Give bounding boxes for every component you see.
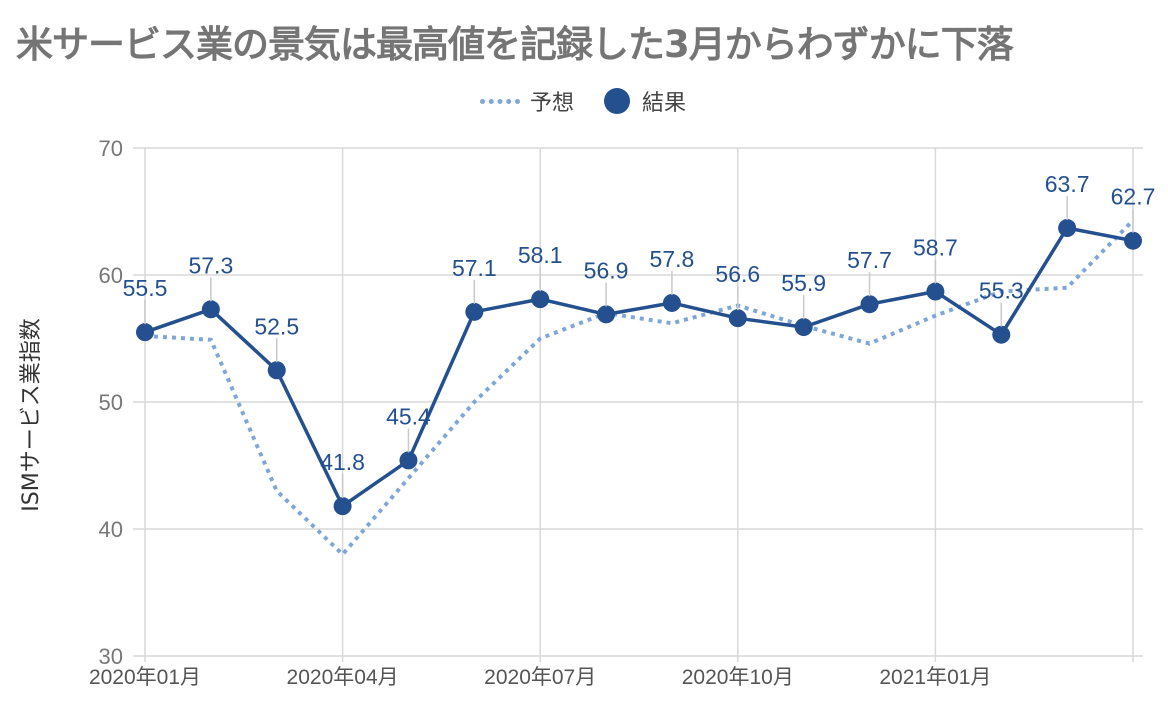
data-label: 56.6: [715, 261, 760, 287]
actual-point: [1058, 219, 1077, 238]
actual-point: [465, 302, 484, 321]
actual-point: [662, 293, 681, 312]
data-label: 55.9: [781, 270, 826, 296]
data-label: 63.7: [1045, 171, 1090, 197]
data-label: 57.1: [452, 255, 497, 281]
forecast-line: [144, 219, 1135, 558]
legend: 予想 結果: [0, 86, 1168, 116]
actual-point: [333, 497, 352, 516]
forecast-swatch: [480, 98, 520, 104]
forecast-layer: [144, 219, 1135, 558]
axis-layer: 30 40 50 60 70 2020年01月 2020年04月 2020年07月 2020年1…: [89, 136, 991, 689]
legend-label-actual: 結果: [642, 91, 687, 116]
actual-point: [860, 295, 879, 314]
x-tick-label: 2021年01月: [879, 666, 991, 689]
data-label: 58.1: [518, 242, 563, 268]
label-layer: 55.5 57.3 52.5 41.8 45.4 57.1 58.1 56.9 57.8 56.6…: [123, 171, 1156, 499]
data-label: 45.4: [386, 403, 431, 429]
actual-point: [201, 300, 220, 319]
actual-point: [531, 290, 550, 309]
legend-item-forecast[interactable]: 予想: [480, 86, 574, 116]
data-label: 57.8: [650, 246, 695, 272]
grid-layer: [133, 147, 1143, 662]
actual-point: [1124, 231, 1142, 250]
x-tick-label: 2020年07月: [484, 666, 596, 689]
data-label: 56.9: [584, 257, 629, 283]
x-tick-label: 2020年01月: [89, 666, 201, 689]
y-tick-label: 30: [99, 644, 123, 669]
chart-title: 米サービス業の景気は最高値を記録した3月からわずかに下落: [16, 23, 1014, 66]
actual-layer: [136, 219, 1142, 516]
actual-swatch: [604, 88, 630, 114]
y-tick-label: 50: [99, 390, 123, 415]
data-label: 52.5: [254, 313, 299, 339]
data-label: 55.5: [123, 275, 168, 301]
actual-point: [136, 323, 154, 342]
data-label: 55.3: [979, 278, 1024, 304]
data-label: 57.3: [188, 252, 233, 278]
actual-point: [597, 305, 616, 324]
data-label: 41.8: [320, 449, 365, 475]
actual-point: [794, 318, 813, 337]
y-tick-label: 70: [99, 136, 123, 161]
y-tick-label: 60: [99, 263, 123, 288]
actual-point: [926, 282, 945, 301]
data-label: 58.7: [913, 235, 958, 261]
actual-point: [728, 309, 747, 328]
actual-point: [399, 451, 418, 470]
data-label: 57.7: [847, 247, 892, 273]
legend-item-actual[interactable]: 結果: [604, 86, 686, 116]
x-tick-label: 2020年10月: [682, 666, 794, 689]
actual-line: [144, 226, 1134, 508]
x-tick-label: 2020年04月: [287, 666, 399, 689]
y-tick-label: 40: [99, 517, 123, 542]
legend-label-forecast: 予想: [530, 91, 575, 116]
data-label: 62.7: [1111, 184, 1156, 210]
actual-point: [992, 325, 1011, 344]
actual-point: [267, 361, 286, 380]
